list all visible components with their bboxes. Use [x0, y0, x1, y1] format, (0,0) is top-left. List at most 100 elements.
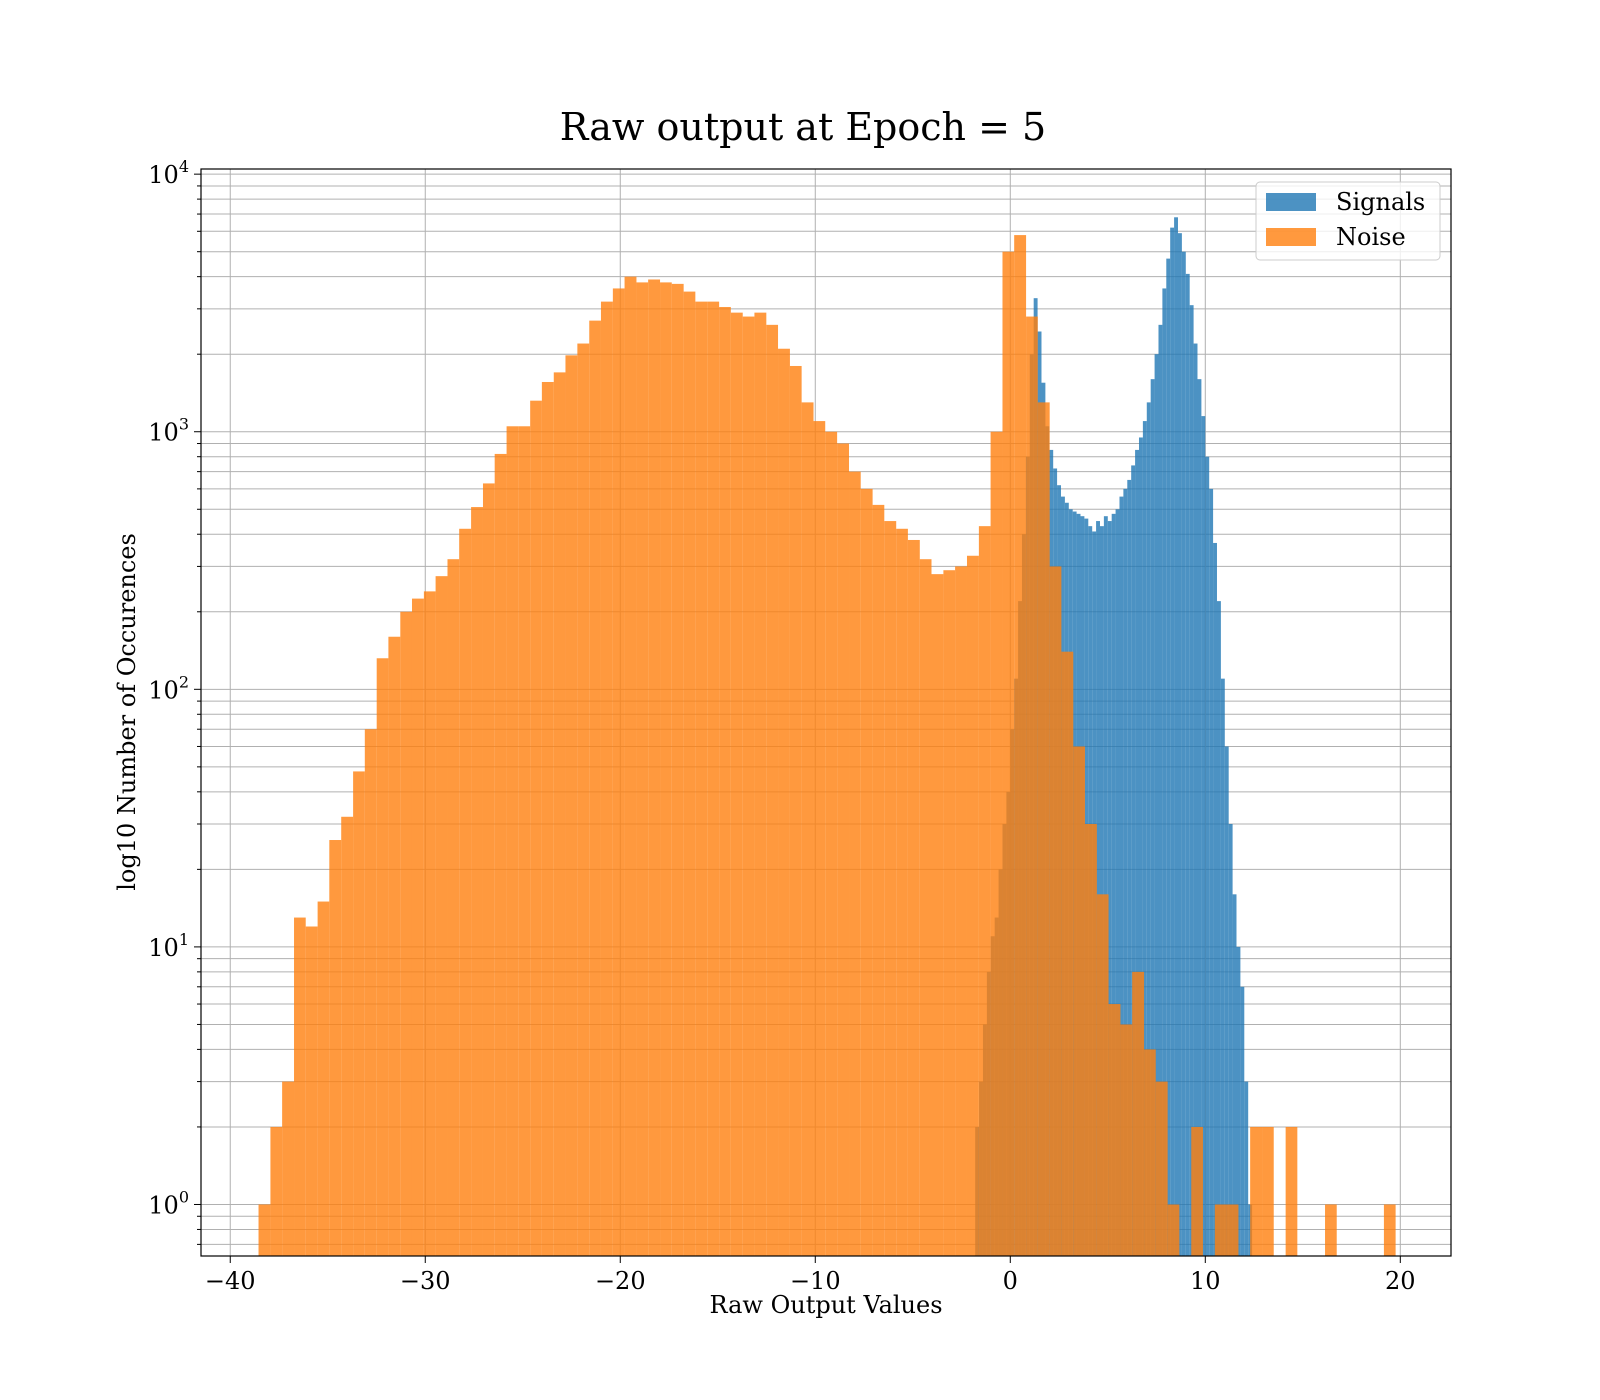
histogram-bar	[1244, 1081, 1249, 1256]
histogram-bar	[1205, 456, 1210, 1256]
histogram-bar	[376, 658, 389, 1256]
histogram-bar	[258, 1204, 271, 1256]
histogram-bar	[730, 312, 743, 1256]
histogram-bar	[1162, 288, 1167, 1256]
histogram-bar	[364, 729, 377, 1256]
histogram-bar	[801, 402, 814, 1256]
histogram-bar	[778, 348, 790, 1256]
histogram-bar	[1150, 379, 1155, 1257]
histogram-bar	[943, 570, 956, 1256]
histogram-bar	[353, 771, 365, 1256]
histogram-bar	[1084, 824, 1097, 1256]
histogram-bar	[1209, 488, 1214, 1257]
histogram-bar	[1138, 437, 1143, 1256]
histogram-bar	[919, 559, 932, 1256]
x-tick-label: −10	[790, 1267, 841, 1295]
histogram-bar	[1108, 1004, 1121, 1256]
histogram-bar	[1096, 894, 1109, 1256]
histogram-bar	[305, 926, 318, 1256]
histogram-bar	[1154, 354, 1159, 1256]
histogram-bar	[494, 453, 507, 1256]
histogram-bar	[317, 901, 330, 1256]
histogram-bar	[754, 312, 767, 1256]
histogram-bar	[1120, 1024, 1133, 1256]
histogram-bar	[482, 483, 495, 1257]
histogram-bar	[1185, 273, 1190, 1256]
histogram-bar	[1189, 305, 1194, 1256]
histogram-bar	[1096, 521, 1100, 1256]
histogram-bar	[447, 559, 460, 1256]
plot-frame	[200, 168, 1452, 1257]
histogram-bar	[1228, 824, 1233, 1256]
y-tick-label-exponent: 3	[179, 415, 189, 434]
y-tick-label: 100	[148, 1187, 189, 1219]
histogram-bar	[1220, 678, 1225, 1256]
histogram-bar	[1002, 251, 1015, 1257]
histogram-bar	[849, 471, 861, 1256]
histogram-bar	[1111, 513, 1116, 1256]
histogram-bar	[270, 1126, 283, 1256]
histogram-bar	[1177, 233, 1182, 1256]
x-tick-label: 20	[1385, 1267, 1416, 1295]
y-tick-label-base: 10	[148, 676, 179, 704]
x-tick-label: 0	[1003, 1267, 1018, 1295]
y-axis-label: log10 Number of Occurences	[113, 533, 141, 891]
histogram-bar	[1226, 1204, 1239, 1256]
histogram-bar	[1214, 1204, 1227, 1256]
histogram-bar	[1107, 521, 1112, 1256]
histogram-bar	[966, 555, 979, 1256]
histogram-bar	[388, 636, 401, 1256]
histogram-bar	[1213, 542, 1217, 1256]
histogram-bar	[860, 488, 873, 1257]
histogram-bar	[1201, 416, 1206, 1257]
histogram-bar	[671, 283, 684, 1257]
histogram-bar	[1146, 402, 1151, 1256]
histogram-bar	[294, 917, 306, 1256]
histogram-bar	[411, 598, 424, 1256]
histogram-bar	[612, 288, 625, 1256]
histogram-bar	[813, 421, 826, 1257]
histogram-bar	[1115, 509, 1120, 1256]
histogram-bar	[1099, 526, 1104, 1256]
histogram-bar	[1236, 946, 1241, 1256]
y-tick-label: 103	[148, 415, 189, 447]
histogram-bar	[1167, 1204, 1180, 1256]
histogram-bar	[1135, 449, 1139, 1257]
histogram-bar	[1250, 1126, 1263, 1256]
histogram-bar	[896, 528, 908, 1256]
histogram-bar	[553, 372, 566, 1256]
y-tick-label-base: 10	[148, 934, 179, 962]
y-tick-label-exponent: 1	[179, 930, 189, 949]
histogram-bar	[282, 1081, 295, 1256]
histogram-bar	[636, 282, 649, 1257]
histogram-bar	[1014, 235, 1027, 1257]
y-tick-label-base: 10	[148, 419, 179, 447]
x-tick-label: −40	[205, 1267, 256, 1295]
histogram-bar	[341, 816, 354, 1256]
x-axis-label: Raw Output Values	[709, 1291, 942, 1319]
histogram-bar	[1131, 465, 1136, 1256]
histogram-bar	[1073, 746, 1085, 1256]
histogram-bar	[1123, 488, 1128, 1257]
histogram-bar	[1037, 402, 1050, 1256]
histogram-bar	[1197, 379, 1202, 1257]
y-tick-label-base: 10	[148, 161, 179, 189]
x-tick-label: 10	[1190, 1267, 1221, 1295]
histogram-bar	[1174, 217, 1178, 1256]
legend-swatch-signals	[1266, 193, 1316, 211]
histogram-bar	[1240, 986, 1245, 1256]
histogram-bar	[1325, 1204, 1337, 1256]
histogram-bar	[400, 611, 412, 1256]
chart-title: Raw output at Epoch = 5	[560, 105, 1046, 149]
legend: Signals Noise	[1255, 181, 1441, 261]
histogram-bar	[1224, 746, 1229, 1256]
histogram-bar	[766, 324, 779, 1256]
histogram-bar	[329, 840, 342, 1256]
histogram-bar	[1132, 971, 1145, 1256]
histogram-bar	[1170, 227, 1175, 1256]
histogram-bar	[1193, 343, 1198, 1256]
histogram-bar	[565, 355, 578, 1256]
